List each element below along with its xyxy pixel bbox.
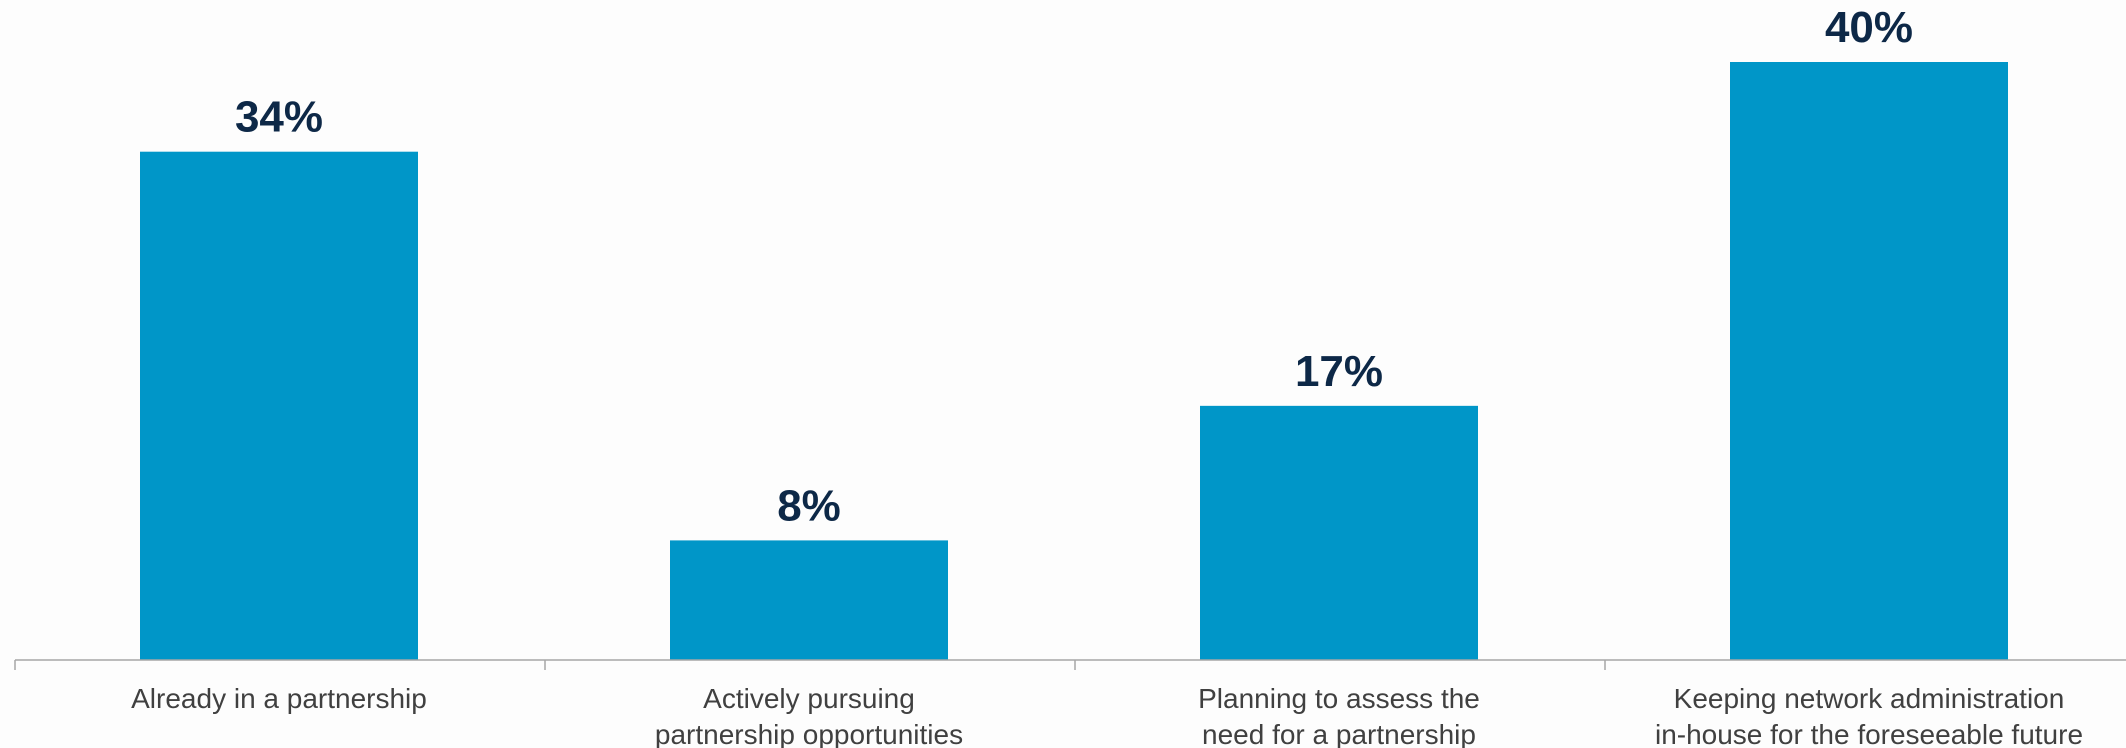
category-label-line: Actively pursuing (703, 683, 915, 714)
category-label-line: in-house for the foreseeable future (1655, 719, 2083, 748)
bar-1 (140, 151, 418, 660)
bar-value-label: 40% (1825, 3, 1913, 52)
category-label-line: Already in a partnership (131, 683, 427, 714)
x-axis (14, 659, 2126, 670)
category-label-line: partnership opportunities (655, 719, 963, 748)
category-label-line: Planning to assess the (1198, 683, 1480, 714)
category-label-line: need for a partnership (1202, 719, 1476, 748)
bar-value-label: 34% (235, 93, 323, 142)
category-label-line: Keeping network administration (1674, 683, 2065, 714)
bar-value-label: 17% (1295, 347, 1383, 396)
category-label: Already in a partnership (131, 683, 427, 714)
category-label: Actively pursuing partnership opportuniti… (655, 683, 963, 748)
bar-value-label: 8% (777, 481, 841, 530)
bar-4 (1730, 62, 2008, 660)
bar-2 (670, 540, 948, 660)
bar-3 (1200, 405, 1478, 660)
category-labels: Already in a partnership Actively pursuin… (131, 683, 2083, 748)
category-label: Keeping network administration in-house f… (1655, 683, 2083, 748)
value-labels: 34% 8% 17% 40% (235, 3, 1913, 530)
category-label: Planning to assess the need for a partner… (1198, 683, 1480, 748)
bars-layer (140, 62, 2008, 660)
